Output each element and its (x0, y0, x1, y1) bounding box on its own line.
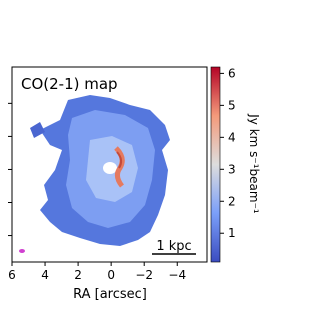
colorbar-tick-label: 4 (228, 130, 236, 144)
x-tick-label: −2 (135, 268, 153, 282)
x-tick-label: −4 (168, 268, 186, 282)
x-tick-label: 4 (41, 268, 49, 282)
axes-frame (11, 66, 208, 263)
x-tick-label: 2 (74, 268, 82, 282)
colorbar-tick-label: 3 (228, 162, 236, 176)
colorbar (210, 66, 221, 263)
colorbar-tick-label: 2 (228, 194, 236, 208)
x-tick-label: 0 (107, 268, 115, 282)
scale-bar-label: 1 kpc (156, 239, 191, 254)
colorbar-tick-label: 6 (228, 66, 236, 80)
emission-map (19, 95, 170, 253)
x-tick-label: 6 (8, 268, 16, 282)
chart-title: CO(2-1) map (21, 75, 118, 93)
x-axis-label: RA [arcsec] (73, 287, 147, 302)
chart: CO(2-1) map 1 kpc RA [arcsec] Jy km s⁻¹b… (8, 66, 261, 302)
colorbar-tick-label: 5 (228, 98, 236, 112)
colorbar-tick-label: 1 (228, 226, 236, 240)
colorbar-label: Jy km s⁻¹beam⁻¹ (247, 113, 261, 214)
